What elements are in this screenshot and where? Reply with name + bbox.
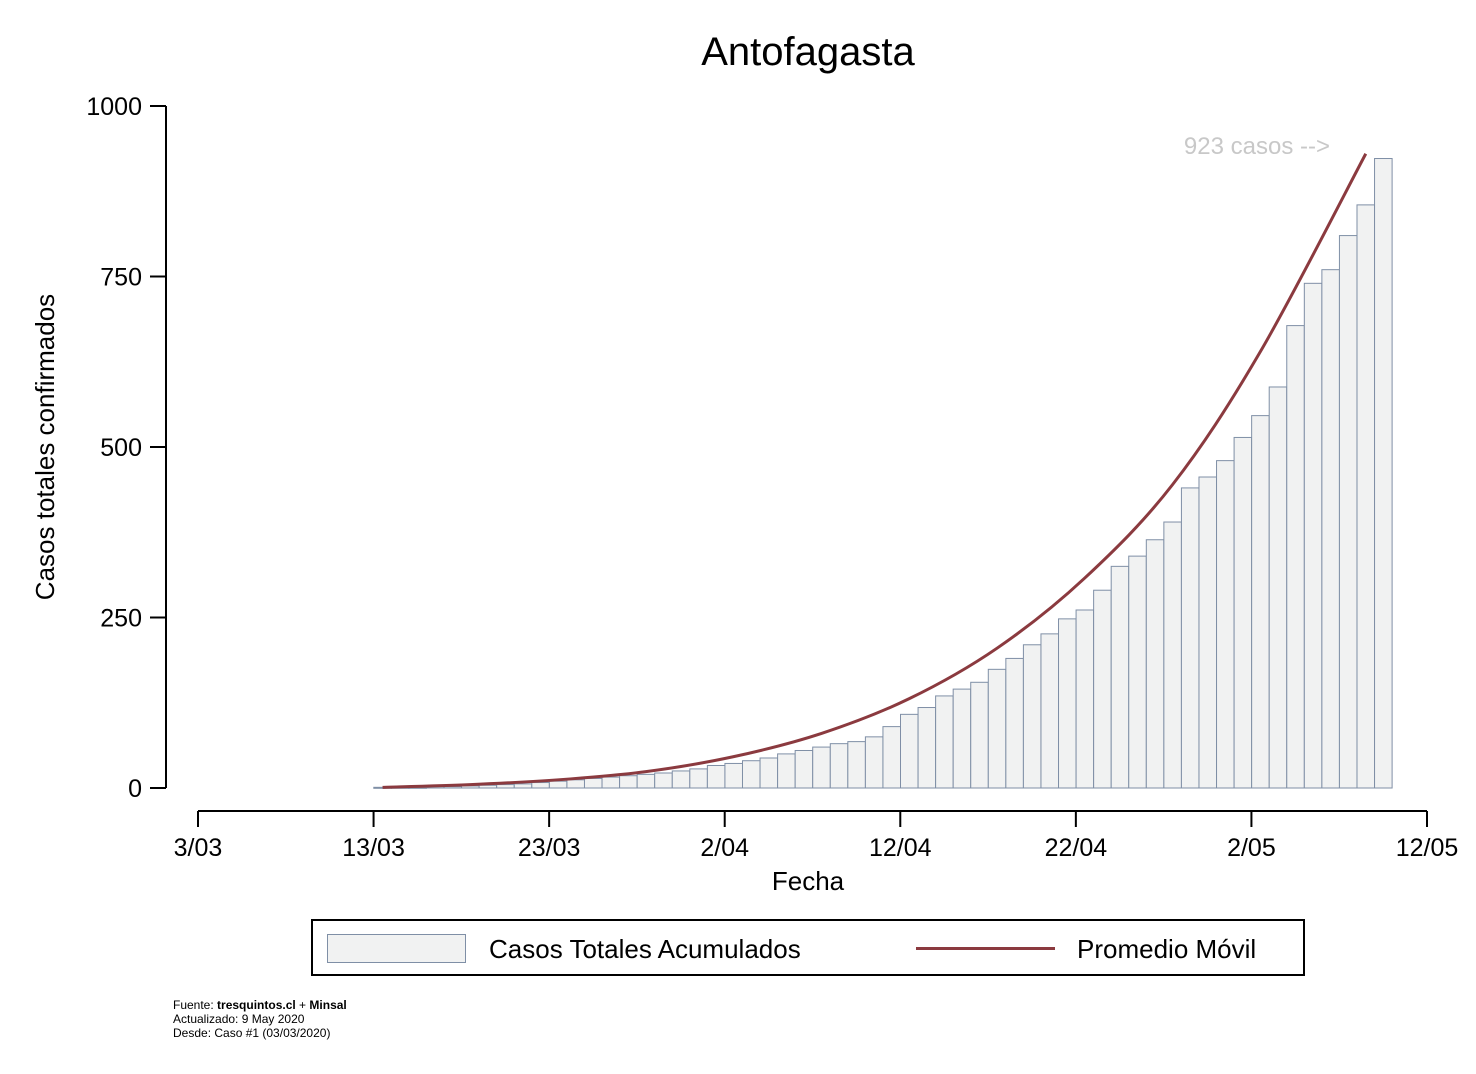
legend: Casos Totales Acumulados Promedio Móvil [311, 919, 1305, 976]
bar [1198, 476, 1218, 789]
bar [531, 782, 550, 789]
bar [1286, 325, 1305, 789]
bar [1321, 269, 1340, 789]
last-value-annotation: 923 casos --> [1184, 133, 1330, 160]
footer-source-org: Minsal [309, 998, 347, 1012]
x-tick-label: 2/04 [700, 834, 749, 862]
footer-since: Desde: Caso #1 (03/03/2020) [173, 1026, 331, 1040]
bar [1145, 539, 1165, 789]
bar [1180, 487, 1200, 789]
bar [1374, 158, 1393, 789]
bar [636, 773, 656, 789]
bar [1005, 657, 1024, 789]
bar [654, 772, 673, 789]
bar [987, 668, 1007, 789]
x-axis: 3/03 13/03 23/03 2/04 12/04 22/04 2/05 12/05 [174, 810, 1459, 862]
y-tick-label: 1000 [86, 93, 142, 121]
x-tick-label: 3/03 [174, 834, 223, 862]
y-tick-label: 750 [100, 264, 142, 292]
bar [671, 770, 691, 789]
footer-source-site: tresquintos.cl [217, 998, 296, 1012]
bar [812, 746, 831, 789]
bar [970, 681, 989, 789]
bar [935, 695, 954, 789]
bar [900, 713, 919, 789]
bar [1163, 521, 1182, 789]
legend-bar-swatch [327, 934, 466, 963]
bar [1093, 589, 1112, 789]
x-tick-label: 13/03 [342, 834, 405, 862]
moving-average-series [382, 153, 1368, 789]
x-tick-label: 12/04 [869, 834, 932, 862]
bar [741, 760, 761, 789]
bar [478, 784, 498, 789]
legend-line-swatch [916, 947, 1055, 950]
source-footer: Fuente: tresquintos.cl + Minsal Actualiz… [173, 998, 347, 1040]
x-tick-label: 2/05 [1227, 834, 1276, 862]
bar [1356, 204, 1376, 789]
x-tick-label: 12/05 [1396, 834, 1459, 862]
footer-source-prefix: Fuente: [173, 998, 218, 1012]
bar [706, 764, 726, 789]
y-axis: 0 250 500 750 1000 [86, 93, 167, 803]
bar [847, 741, 866, 789]
footer-updated: Actualizado: 9 May 2020 [173, 1012, 305, 1026]
moving-average-line [382, 153, 1368, 789]
bar [566, 779, 585, 789]
bar [601, 776, 621, 789]
bar-series [373, 158, 1393, 789]
legend-bar-label: Casos Totales Acumulados [489, 934, 801, 964]
bar [513, 783, 533, 789]
bar [1233, 436, 1253, 789]
bar [1058, 618, 1077, 789]
bar [1075, 609, 1095, 789]
bar [619, 775, 638, 789]
bar [917, 707, 937, 789]
bar [583, 777, 603, 789]
bar [689, 768, 708, 789]
bar [1022, 644, 1042, 789]
x-tick-label: 23/03 [518, 834, 581, 862]
chart-title: Antofagasta [701, 30, 915, 74]
bar [1268, 386, 1288, 789]
bar [882, 726, 902, 789]
y-tick-label: 500 [100, 434, 142, 462]
bar [1251, 415, 1270, 789]
bar [548, 780, 568, 789]
bar [952, 688, 972, 789]
legend-line-label: Promedio Móvil [1077, 934, 1257, 964]
bar [1040, 633, 1060, 789]
bar [829, 743, 849, 789]
footer-source: Fuente: tresquintos.cl + Minsal [173, 998, 347, 1012]
y-axis-label: Casos totales confirmados [30, 294, 60, 600]
bar [864, 736, 884, 789]
bar [759, 757, 779, 789]
bar [794, 749, 814, 789]
x-tick-label: 22/04 [1045, 834, 1108, 862]
bar [1338, 235, 1358, 789]
bar [1110, 565, 1130, 789]
x-axis-label: Fecha [772, 866, 845, 896]
y-tick-label: 250 [100, 605, 142, 633]
bar [1303, 282, 1323, 789]
bar [724, 762, 743, 789]
bar [777, 753, 796, 789]
bar [1128, 555, 1147, 789]
bar [1216, 460, 1235, 789]
bar [496, 784, 515, 789]
footer-source-join: + [295, 998, 310, 1012]
y-tick-label: 0 [128, 775, 142, 803]
